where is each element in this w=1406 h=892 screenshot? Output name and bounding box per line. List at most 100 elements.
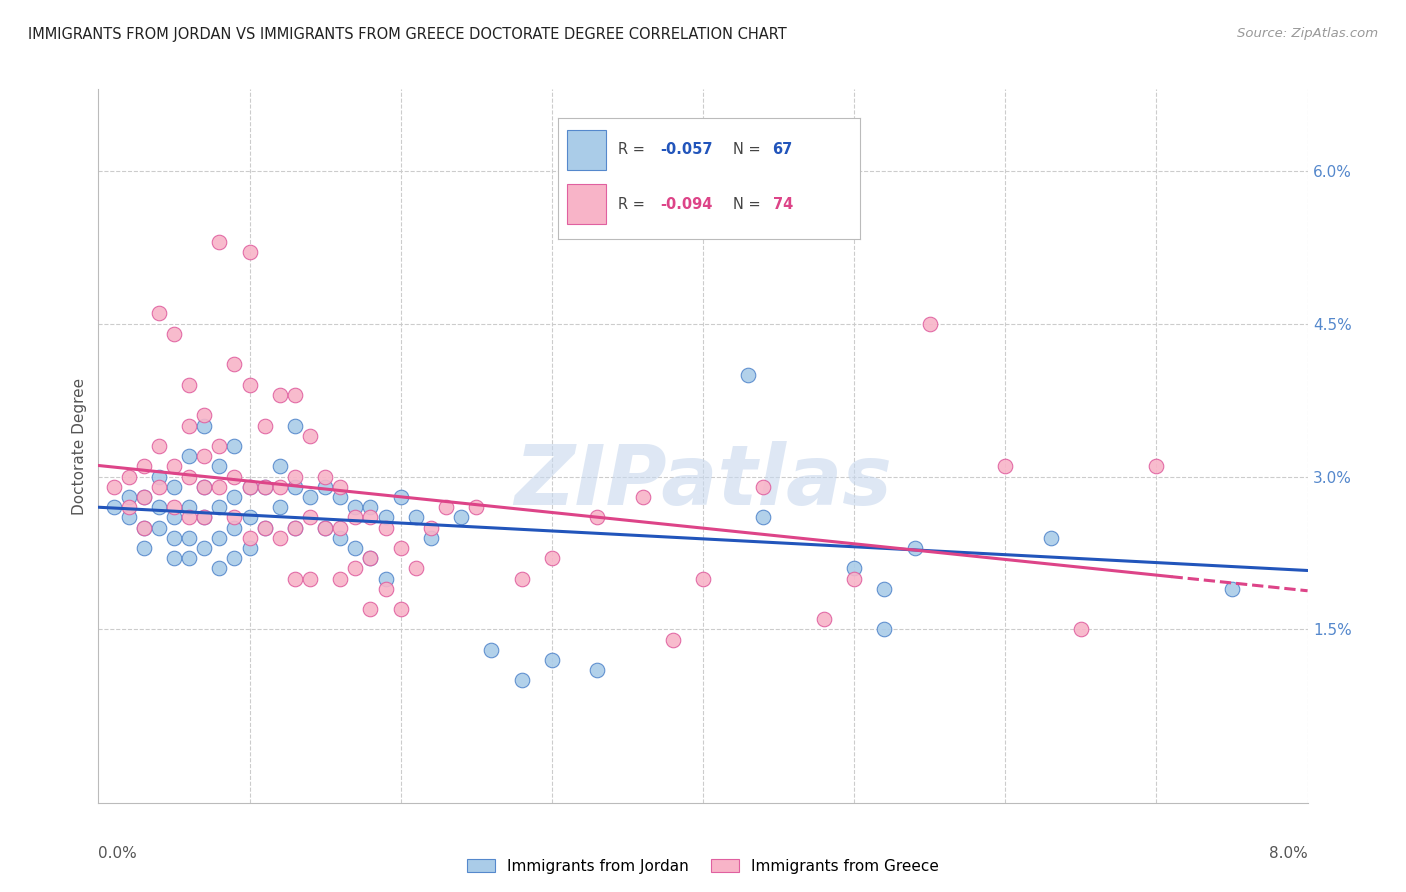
Point — [329, 480, 352, 494]
Point — [994, 459, 1017, 474]
Point — [541, 653, 564, 667]
Point — [374, 520, 396, 534]
Point — [132, 541, 155, 555]
Point — [541, 551, 564, 566]
Point — [253, 418, 276, 433]
Point — [692, 204, 714, 219]
Point — [631, 490, 654, 504]
Point — [1070, 623, 1092, 637]
Text: -0.094: -0.094 — [661, 197, 713, 212]
Point — [132, 490, 155, 504]
Point — [284, 520, 307, 534]
Point — [360, 551, 382, 566]
Point — [132, 459, 155, 474]
Point — [239, 480, 262, 494]
Legend: Immigrants from Jordan, Immigrants from Greece: Immigrants from Jordan, Immigrants from … — [461, 853, 945, 880]
Point — [224, 520, 246, 534]
Point — [344, 541, 367, 555]
Point — [208, 561, 231, 575]
Point — [299, 429, 322, 443]
Point — [148, 500, 170, 515]
Point — [737, 368, 759, 382]
Point — [179, 449, 201, 463]
Point — [193, 409, 215, 423]
Point — [193, 541, 215, 555]
Point — [148, 520, 170, 534]
Point — [224, 439, 246, 453]
Point — [844, 561, 866, 575]
Point — [208, 459, 231, 474]
Point — [148, 480, 170, 494]
Point — [284, 418, 307, 433]
Point — [224, 551, 246, 566]
Point — [163, 480, 186, 494]
Point — [208, 439, 231, 453]
Point — [163, 500, 186, 515]
Point — [269, 388, 291, 402]
Point — [118, 469, 141, 483]
Point — [314, 520, 336, 534]
Text: 8.0%: 8.0% — [1268, 846, 1308, 861]
Point — [239, 531, 262, 545]
Point — [224, 490, 246, 504]
Point — [284, 572, 307, 586]
Point — [284, 520, 307, 534]
Point — [329, 490, 352, 504]
Point — [844, 572, 866, 586]
Point — [193, 418, 215, 433]
Point — [918, 317, 941, 331]
Point — [269, 500, 291, 515]
Text: 0.0%: 0.0% — [98, 846, 138, 861]
Point — [179, 551, 201, 566]
Point — [163, 551, 186, 566]
Text: N =: N = — [734, 143, 765, 157]
Point — [118, 490, 141, 504]
Point — [360, 551, 382, 566]
Point — [314, 469, 336, 483]
Point — [284, 480, 307, 494]
Text: N =: N = — [734, 197, 765, 212]
Point — [253, 520, 276, 534]
Point — [374, 510, 396, 524]
Point — [450, 510, 472, 524]
Point — [253, 480, 276, 494]
Point — [1220, 582, 1243, 596]
Point — [239, 510, 262, 524]
Point — [132, 520, 155, 534]
Point — [314, 520, 336, 534]
Point — [103, 500, 125, 515]
Point — [284, 469, 307, 483]
Point — [405, 510, 427, 524]
Point — [586, 663, 609, 677]
Point — [1039, 531, 1062, 545]
Point — [510, 673, 533, 688]
Point — [269, 459, 291, 474]
Y-axis label: Doctorate Degree: Doctorate Degree — [72, 377, 87, 515]
Point — [329, 531, 352, 545]
Point — [193, 510, 215, 524]
Point — [374, 582, 396, 596]
Point — [253, 520, 276, 534]
Point — [132, 520, 155, 534]
Point — [299, 490, 322, 504]
Point — [179, 418, 201, 433]
Point — [420, 520, 443, 534]
Point — [374, 572, 396, 586]
Bar — [567, 130, 606, 169]
Point — [208, 235, 231, 249]
Point — [389, 541, 412, 555]
Point — [193, 510, 215, 524]
Point — [360, 602, 382, 616]
Point — [586, 510, 609, 524]
Point — [510, 572, 533, 586]
Point — [314, 480, 336, 494]
Point — [179, 531, 201, 545]
Point — [118, 510, 141, 524]
Point — [208, 480, 231, 494]
Point — [405, 561, 427, 575]
Point — [344, 510, 367, 524]
Point — [193, 449, 215, 463]
Point — [752, 480, 775, 494]
Point — [239, 377, 262, 392]
Point — [329, 572, 352, 586]
